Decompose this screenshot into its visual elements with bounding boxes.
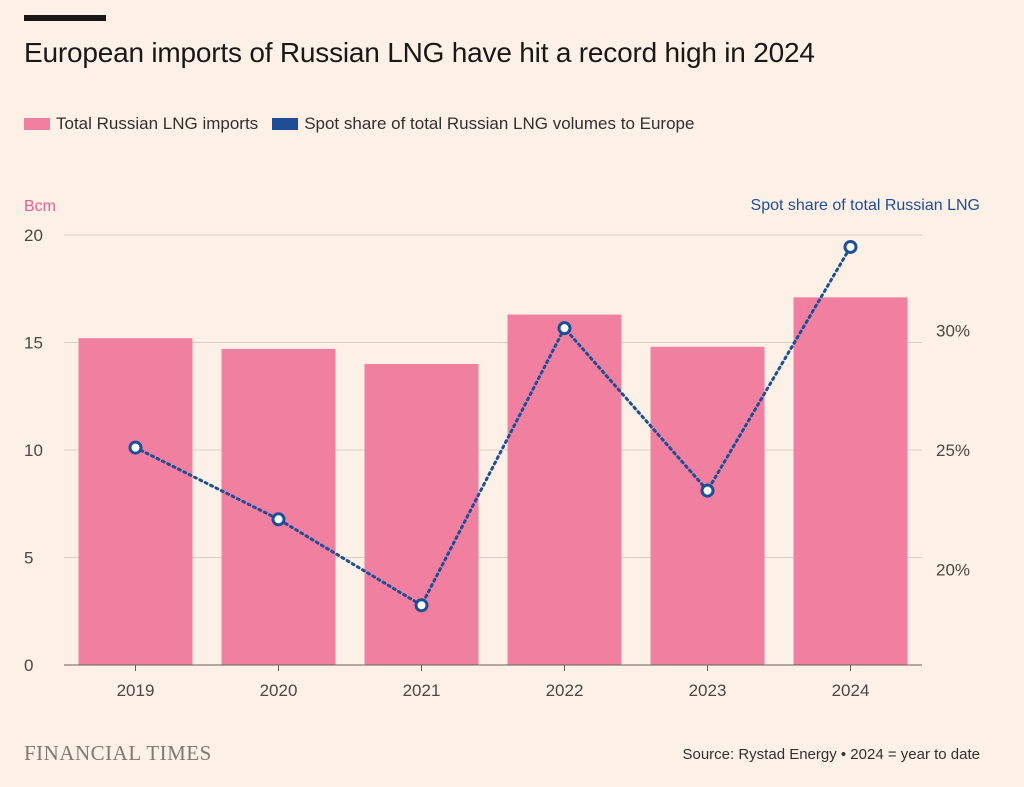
- chart-title: European imports of Russian LNG have hit…: [24, 37, 815, 68]
- x-tick-label-2024: 2024: [832, 681, 870, 700]
- legend-swatch-spot-share: [272, 118, 299, 130]
- y-right-tick-label: 30%: [936, 322, 970, 341]
- bar-2021: [364, 364, 479, 665]
- spot-share-point-2021: [414, 598, 429, 613]
- legend-label-imports: Total Russian LNG imports: [56, 114, 259, 133]
- bar-2019: [78, 338, 193, 665]
- y-left-tick-label: 20: [24, 226, 43, 245]
- header-rule: [24, 15, 106, 21]
- spot-share-point-2023: [700, 483, 715, 498]
- y-left-tick-label: 10: [24, 441, 43, 460]
- legend: Total Russian LNG imports Spot share of …: [24, 114, 708, 134]
- legend-item-spot-share: Spot share of total Russian LNG volumes …: [272, 114, 694, 134]
- y-left-tick-label: 0: [24, 656, 33, 675]
- legend-label-spot-share: Spot share of total Russian LNG volumes …: [304, 114, 695, 133]
- ft-logo: FINANCIAL TIMES: [24, 741, 212, 765]
- legend-item-imports: Total Russian LNG imports: [24, 114, 258, 134]
- source-note: Source: Rystad Energy • 2024 = year to d…: [682, 746, 980, 763]
- x-tick-label-2021: 2021: [403, 681, 441, 700]
- bar-2024: [793, 297, 908, 665]
- bar-2020: [221, 348, 336, 665]
- y-left-axis-title: Bcm: [24, 198, 56, 215]
- x-tick-label-2022: 2022: [546, 681, 584, 700]
- y-right-tick-label: 20%: [936, 560, 970, 579]
- y-right-axis-title: Spot share of total Russian LNG: [751, 197, 980, 214]
- spot-share-line: [134, 245, 852, 608]
- spot-share-point-2022: [557, 321, 572, 336]
- x-tick-label-2020: 2020: [260, 681, 298, 700]
- spot-share-point-2020: [271, 512, 286, 527]
- y-left-tick-label: 15: [24, 334, 43, 353]
- bar-2022: [507, 314, 622, 665]
- y-right-tick-label: 25%: [936, 441, 970, 460]
- x-tick-label-2019: 2019: [117, 681, 155, 700]
- spot-share-point-2024: [843, 239, 858, 254]
- y-left-tick-label: 5: [24, 549, 33, 568]
- bar-2023: [650, 346, 765, 665]
- x-tick-label-2023: 2023: [689, 681, 727, 700]
- legend-swatch-imports: [24, 118, 50, 130]
- spot-share-point-2019: [128, 440, 143, 455]
